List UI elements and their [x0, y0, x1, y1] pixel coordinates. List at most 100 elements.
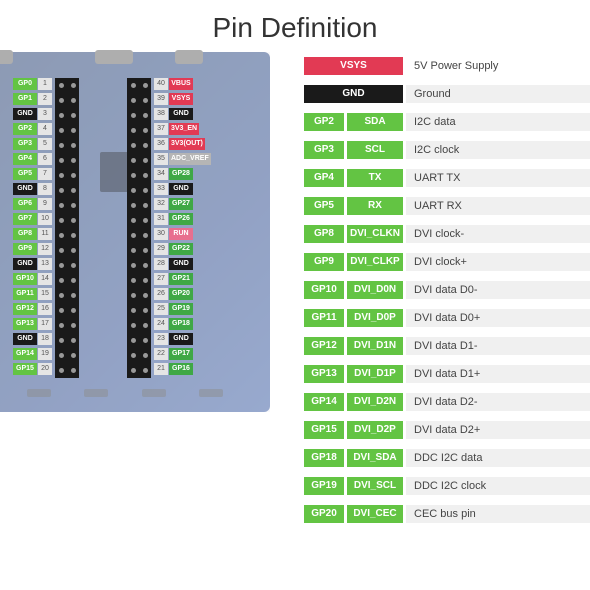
- pin-row: 21GP16: [153, 361, 211, 376]
- header-dot-row: [127, 93, 151, 108]
- pin-number: 27: [154, 273, 168, 285]
- legend-badge-1: GP11: [304, 309, 344, 327]
- right-header: [127, 78, 151, 378]
- legend-badge-2: DVI_SCL: [347, 477, 403, 495]
- pin-number: 19: [38, 348, 52, 360]
- pin-number: 14: [38, 273, 52, 285]
- pin-row: 27GP21: [153, 271, 211, 286]
- pin-row: GND8: [13, 181, 53, 196]
- pin-number: 5: [38, 138, 52, 150]
- board-area: GP01GP12GND3GP24GP35GP46GP57GND8GP69GP71…: [0, 52, 290, 462]
- legend-row: GP12DVI_D1NDVI data D1-: [304, 334, 590, 358]
- header-dot-row: [55, 153, 79, 168]
- legend-row: GP4TXUART TX: [304, 166, 590, 190]
- pin-number: 21: [154, 363, 168, 375]
- legend-row: VSYS5V Power Supply: [304, 54, 590, 78]
- header-dot-row: [55, 273, 79, 288]
- header-dot-row: [127, 78, 151, 93]
- legend-badge-2: DVI_D2P: [347, 421, 403, 439]
- pin-number: 23: [154, 333, 168, 345]
- pin-number: 24: [154, 318, 168, 330]
- pin-row: GP12: [13, 91, 53, 106]
- pin-label: GND: [13, 258, 37, 270]
- legend-badge-2: DVI_CLKP: [347, 253, 403, 271]
- legend-description: DVI clock+: [406, 253, 590, 271]
- pin-row: GP35: [13, 136, 53, 151]
- legend-row: GP20DVI_CECCEC bus pin: [304, 502, 590, 526]
- pin-label: 3V3_EN: [169, 123, 199, 135]
- pin-label: GP10: [13, 273, 37, 285]
- pin-number: 29: [154, 243, 168, 255]
- header-dot-row: [127, 348, 151, 363]
- header-dot-row: [55, 123, 79, 138]
- pin-label: GP19: [169, 303, 193, 315]
- legend-badge-2: DVI_D2N: [347, 393, 403, 411]
- legend-badge-1: GP15: [304, 421, 344, 439]
- pin-number: 16: [38, 303, 52, 315]
- header-dot-row: [127, 123, 151, 138]
- legend-badge-1: GP8: [304, 225, 344, 243]
- header-dot-row: [127, 168, 151, 183]
- legend-description: 5V Power Supply: [406, 57, 590, 75]
- pin-row: GP1115: [13, 286, 53, 301]
- pin-number: 1: [38, 78, 52, 90]
- pin-row: 26GP20: [153, 286, 211, 301]
- pin-row: GP1014: [13, 271, 53, 286]
- pin-label: 3V3(OUT): [169, 138, 205, 150]
- pin-label: GP3: [13, 138, 37, 150]
- left-header: [55, 78, 79, 378]
- usb-connector-3: [175, 50, 203, 64]
- pin-row: 38GND: [153, 106, 211, 121]
- header-dot-row: [55, 183, 79, 198]
- pin-label: GND: [169, 108, 193, 120]
- pin-number: 10: [38, 213, 52, 225]
- pin-row: 29GP22: [153, 241, 211, 256]
- pin-number: 40: [154, 78, 168, 90]
- legend-row: GP3SCLI2C clock: [304, 138, 590, 162]
- pin-label: GP2: [13, 123, 37, 135]
- header-dot-row: [55, 303, 79, 318]
- pin-number: 17: [38, 318, 52, 330]
- legend-badge-1: GP4: [304, 169, 344, 187]
- pin-number: 28: [154, 258, 168, 270]
- pin-label: GP26: [169, 213, 193, 225]
- center-gap: [81, 76, 125, 376]
- legend-badge-2: SDA: [347, 113, 403, 131]
- header-dot-row: [127, 258, 151, 273]
- pin-number: 2: [38, 93, 52, 105]
- legend-description: I2C clock: [406, 141, 590, 159]
- pin-number: 3: [38, 108, 52, 120]
- pin-label: GP18: [169, 318, 193, 330]
- pin-row: 31GP26: [153, 211, 211, 226]
- header-dot-row: [55, 108, 79, 123]
- header-dot-row: [55, 138, 79, 153]
- pin-number: 32: [154, 198, 168, 210]
- legend-description: DVI data D2-: [406, 393, 590, 411]
- pin-number: 15: [38, 288, 52, 300]
- pin-label: GND: [169, 333, 193, 345]
- header-dot-row: [55, 288, 79, 303]
- legend-row: GP14DVI_D2NDVI data D2-: [304, 390, 590, 414]
- pin-label: GP11: [13, 288, 37, 300]
- legend-badge-1: GP3: [304, 141, 344, 159]
- legend-row: GP5RXUART RX: [304, 194, 590, 218]
- legend-description: DVI data D1-: [406, 337, 590, 355]
- header-dot-row: [127, 273, 151, 288]
- pin-number: 26: [154, 288, 168, 300]
- legend-badge-2: DVI_SDA: [347, 449, 403, 467]
- pin-number: 38: [154, 108, 168, 120]
- legend-row: GP8DVI_CLKNDVI clock-: [304, 222, 590, 246]
- header-dot-row: [127, 183, 151, 198]
- pin-number: 25: [154, 303, 168, 315]
- legend-badge-2: DVI_CEC: [347, 505, 403, 523]
- legend-description: DDC I2C data: [406, 449, 590, 467]
- pin-label: GP9: [13, 243, 37, 255]
- pin-label: VBUS: [169, 78, 193, 90]
- legend-row: GP9DVI_CLKPDVI clock+: [304, 250, 590, 274]
- header-dot-row: [55, 213, 79, 228]
- button-row: [10, 389, 240, 397]
- pin-row: GP1520: [13, 361, 53, 376]
- legend-row: GP15DVI_D2PDVI data D2+: [304, 418, 590, 442]
- pin-number: 35: [154, 153, 168, 165]
- header-dot-row: [127, 228, 151, 243]
